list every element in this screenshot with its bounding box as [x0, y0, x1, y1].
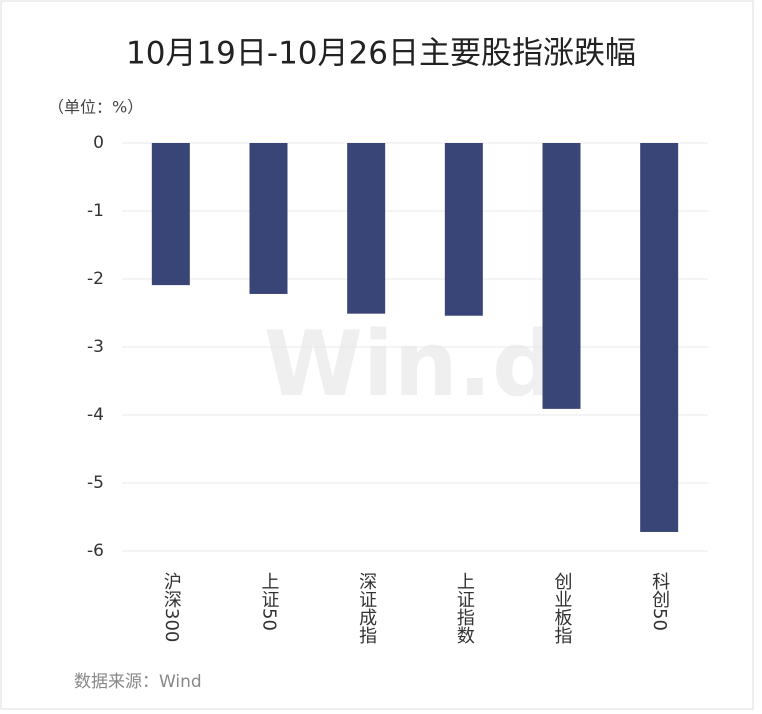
y-tick-label: -2 [87, 269, 104, 289]
bar [347, 143, 386, 314]
x-tick-label: 创业板指 [552, 572, 573, 645]
y-tick-label: -4 [87, 405, 104, 425]
x-tick-label: 上证指数 [454, 572, 475, 644]
bar [640, 143, 679, 532]
x-tick-label: 上证50 [259, 572, 280, 631]
x-tick-label: 沪深300 [161, 572, 182, 643]
x-tick-label: 科创50 [649, 572, 670, 631]
x-tick-label: 深证成指 [356, 572, 377, 645]
bar [542, 143, 581, 409]
bar [444, 143, 483, 316]
bar [151, 143, 190, 286]
y-tick-label: -3 [87, 337, 104, 357]
chart-title: 10月19日-10月26日主要股指涨跌幅 [126, 36, 636, 72]
source-note: 数据来源：Wind [74, 672, 202, 692]
y-tick-label: -1 [87, 201, 104, 221]
unit-label: （单位：%） [48, 98, 143, 117]
y-tick-label: -6 [87, 541, 104, 561]
y-tick-label: 0 [93, 133, 104, 153]
bar [249, 143, 288, 294]
watermark: Win.d [264, 312, 557, 417]
y-tick-label: -5 [87, 473, 104, 493]
